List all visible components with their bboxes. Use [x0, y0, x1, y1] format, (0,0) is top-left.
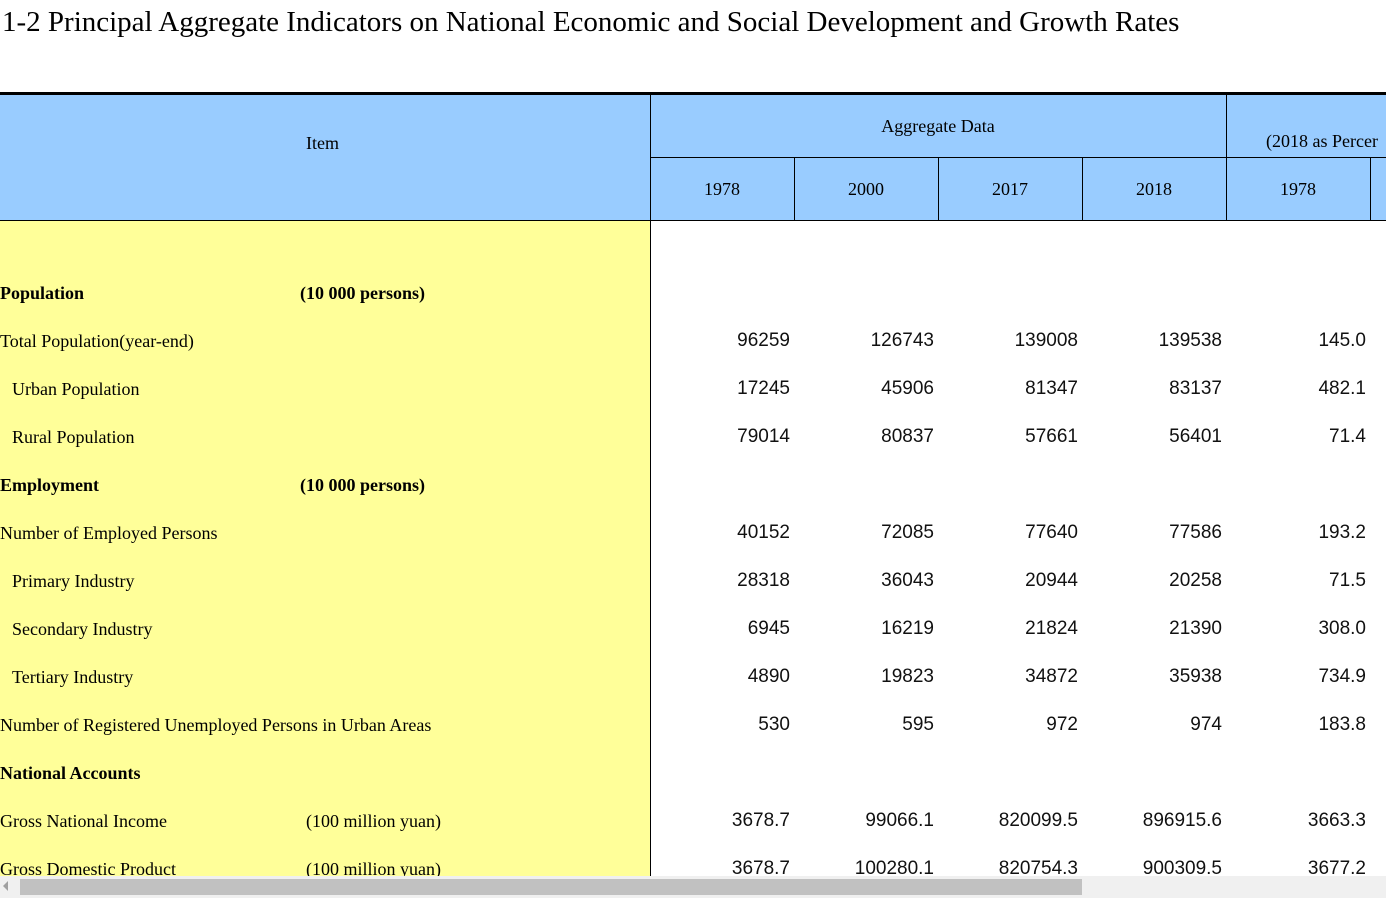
cell-value: 974 [1190, 714, 1222, 735]
column-line [650, 94, 651, 876]
item-header: Item [306, 133, 339, 153]
row-label: Urban Population [12, 379, 140, 399]
row-label: Gross National Income [0, 811, 167, 831]
cell-value: 972 [1046, 714, 1078, 735]
column-line [938, 157, 939, 220]
column-line [794, 157, 795, 220]
scroll-left-arrow[interactable] [3, 881, 8, 891]
cell-value: 34872 [1025, 666, 1078, 687]
page-title: 1-2 Principal Aggregate Indicators on Na… [2, 6, 1180, 38]
cell-value: 820754.3 [998, 858, 1078, 876]
cell-value: 36043 [881, 570, 934, 591]
cell-value: 734.9 [1318, 666, 1366, 687]
cell-value: 71.4 [1329, 426, 1366, 447]
cell-value: 72085 [881, 522, 934, 543]
cell-value: 4890 [747, 666, 790, 687]
header-split [650, 157, 1386, 158]
cell-value: 21390 [1169, 618, 1222, 639]
cell-value: 71.5 [1329, 570, 1366, 591]
cell-value: 126743 [870, 330, 934, 351]
year-header: 2000 [848, 179, 884, 199]
row-label: Primary Industry [12, 571, 135, 591]
row-unit: (100 million yuan) [306, 811, 441, 831]
row-label: Rural Population [12, 427, 135, 447]
cell-value: 35938 [1169, 666, 1222, 687]
row-label: Number of Employed Persons [0, 523, 218, 543]
year-header: 2017 [992, 179, 1028, 199]
cell-value: 81347 [1025, 378, 1078, 399]
row-label: Number of Registered Unemployed Persons … [0, 715, 432, 735]
cell-value: 139538 [1158, 330, 1222, 351]
table-view: 1-2 Principal Aggregate Indicators on Na… [0, 6, 1386, 876]
cell-value: 17245 [737, 378, 790, 399]
cell-value: 19823 [881, 666, 934, 687]
row-unit: (100 million yuan) [306, 859, 441, 876]
cell-value: 482.1 [1318, 378, 1366, 399]
column-line [1370, 157, 1371, 220]
cell-value: 595 [902, 714, 934, 735]
percent-header: (2018 as Percer [1266, 131, 1378, 151]
cell-value: 45906 [881, 378, 934, 399]
cell-value: 77640 [1025, 522, 1078, 543]
cell-value: 57661 [1025, 426, 1078, 447]
cell-value: 83137 [1169, 378, 1222, 399]
row-label: Tertiary Industry [12, 667, 134, 687]
cell-value: 183.8 [1318, 714, 1366, 735]
section-unit: (10 000 persons) [300, 283, 425, 303]
cell-value: 16219 [881, 618, 934, 639]
column-line [1226, 157, 1227, 220]
cell-value: 820099.5 [998, 810, 1078, 831]
column-line [1082, 157, 1083, 220]
section-title: National Accounts [0, 763, 141, 783]
cell-value: 56401 [1169, 426, 1222, 447]
item-column-bg [0, 220, 650, 876]
cell-value: 530 [758, 714, 790, 735]
cell-value: 80837 [881, 426, 934, 447]
cell-value: 3678.7 [731, 858, 790, 876]
header-rule [0, 220, 1386, 221]
section-title: Employment [0, 475, 99, 495]
scrollbar[interactable] [0, 876, 1386, 898]
cell-value: 3663.3 [1307, 810, 1366, 831]
row-label: Total Population(year-end) [0, 331, 194, 351]
top-rule [0, 92, 1386, 95]
cell-value: 193.2 [1318, 522, 1366, 543]
cell-value: 900309.5 [1142, 858, 1222, 876]
cell-value: 145.0 [1318, 330, 1366, 351]
cell-value: 139008 [1014, 330, 1078, 351]
row-label: Secondary Industry [12, 619, 153, 639]
cell-value: 28318 [737, 570, 790, 591]
row-label: Gross Domestic Product [0, 859, 176, 876]
cell-value: 79014 [737, 426, 790, 447]
year-header: 1978 [704, 179, 740, 199]
cell-value: 896915.6 [1142, 810, 1222, 831]
cell-value: 6945 [747, 618, 790, 639]
cell-value: 96259 [737, 330, 790, 351]
year-header: 1978 [1280, 179, 1316, 199]
cell-value: 308.0 [1318, 618, 1366, 639]
cell-value: 77586 [1169, 522, 1222, 543]
cell-value: 99066.1 [865, 810, 934, 831]
cell-value: 3678.7 [731, 810, 790, 831]
scrollbar-thumb[interactable] [20, 879, 1082, 895]
year-header: 2018 [1136, 179, 1172, 199]
section-unit: (10 000 persons) [300, 475, 425, 495]
section-title: Population [0, 283, 85, 303]
aggregate-header: Aggregate Data [881, 116, 995, 136]
cell-value: 40152 [737, 522, 790, 543]
cell-value: 20258 [1169, 570, 1222, 591]
cell-value: 20944 [1025, 570, 1078, 591]
cell-value: 21824 [1025, 618, 1078, 639]
cell-value: 100280.1 [854, 858, 934, 876]
cell-value: 3677.2 [1307, 858, 1366, 876]
